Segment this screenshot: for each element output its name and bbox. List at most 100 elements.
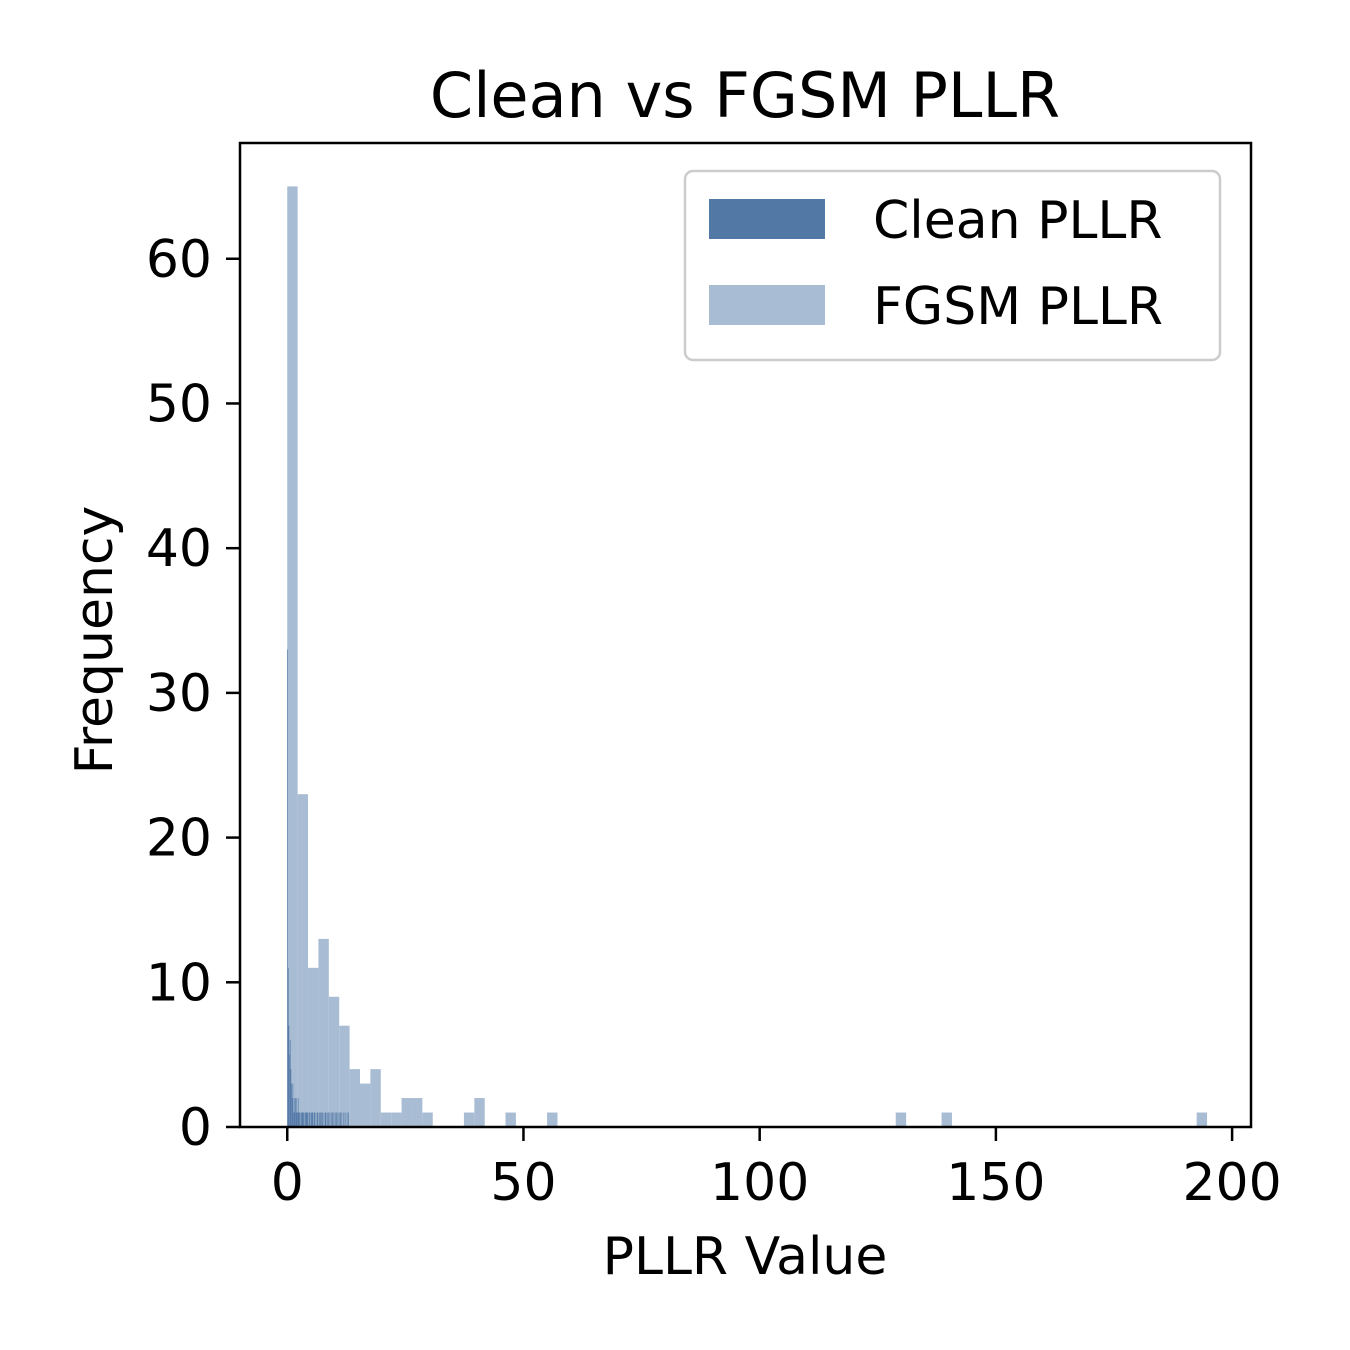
histogram-bar (339, 1025, 350, 1127)
histogram-bar (343, 1112, 345, 1127)
histogram-bar (346, 1112, 348, 1127)
histogram-bar (895, 1112, 907, 1127)
histogram-bar (307, 1112, 308, 1127)
series-fgsm (287, 186, 1208, 1127)
histogram-bar (293, 1112, 294, 1127)
legend-swatch-fgsm (709, 285, 825, 325)
histogram-bar (322, 1112, 323, 1127)
x-tick-label: 100 (710, 1153, 809, 1213)
histogram-bar (330, 1112, 332, 1127)
histogram-bar (287, 649, 288, 1127)
histogram-bar (318, 1112, 320, 1127)
histogram-bar (360, 1083, 371, 1127)
histogram-bar (303, 1112, 305, 1127)
histogram-bar (297, 1098, 299, 1127)
histogram-bar (320, 1112, 322, 1127)
histogram-bar (317, 1112, 319, 1127)
histogram-bar (291, 1083, 292, 1127)
histogram-bar (305, 1112, 306, 1127)
histogram-bar (292, 1083, 294, 1127)
plot-frame (238, 141, 1253, 1129)
histogram-bar (337, 1112, 339, 1127)
histogram-bar (312, 1112, 314, 1127)
chart-title: Clean vs FGSM PLLR (430, 59, 1060, 132)
histogram-bar (309, 1112, 311, 1127)
histogram-bar (941, 1112, 952, 1127)
histogram-bar (293, 1098, 295, 1127)
histogram-bar (306, 1112, 308, 1127)
x-tick-label: 150 (946, 1153, 1045, 1213)
y-tick-label: 60 (146, 230, 212, 290)
histogram-bar (295, 1098, 297, 1127)
histogram-bar (307, 1112, 309, 1127)
histogram-bar (301, 1112, 303, 1127)
histogram-bar (370, 1069, 381, 1127)
histogram-bar (318, 938, 329, 1127)
histogram-bar (289, 1054, 290, 1127)
histogram-bar (297, 1112, 298, 1127)
histogram-bar (401, 1098, 412, 1127)
histogram-bar (311, 1112, 313, 1127)
histogram-bar (290, 1069, 292, 1127)
histogram-bar (1196, 1112, 1208, 1127)
histogram-bar (328, 996, 340, 1127)
histogram-bar (338, 1112, 340, 1127)
bars-layer (287, 186, 1208, 1127)
histogram-bar (334, 1112, 336, 1127)
histogram-bar (349, 1069, 360, 1127)
x-axis-label: PLLR Value (603, 1227, 888, 1287)
histogram-bar (336, 1112, 337, 1127)
histogram-bar (422, 1112, 433, 1127)
histogram-bar (333, 1112, 335, 1127)
histogram-bar (320, 1112, 321, 1127)
y-axis-label: Frequency (65, 506, 125, 775)
histogram-bar (294, 1112, 296, 1127)
legend: Clean PLLR FGSM PLLR (683, 169, 1222, 362)
y-tick-label: 50 (146, 374, 212, 434)
histogram-bar (505, 1112, 516, 1127)
histogram-bar (287, 967, 289, 1127)
y-tick-label: 40 (146, 519, 212, 579)
histogram-bar (295, 1098, 296, 1127)
histogram-bar (328, 1112, 329, 1127)
y-axis: 0 10 20 30 40 50 60 (146, 230, 240, 1158)
histogram-bar (348, 1112, 349, 1127)
y-tick-label: 0 (179, 1098, 212, 1158)
histogram-bar (326, 1112, 328, 1127)
histogram-bar (289, 1040, 291, 1127)
legend-label-clean: Clean PLLR (873, 191, 1163, 251)
histogram-bar (287, 186, 298, 1127)
histogram-bar (313, 1112, 315, 1127)
histogram-bar (323, 1112, 325, 1127)
histogram-bar (332, 1112, 333, 1127)
x-tick-label: 200 (1182, 1153, 1281, 1213)
histogram-bar (297, 794, 309, 1127)
legend-swatch-clean (709, 199, 825, 239)
histogram-bar (344, 1112, 346, 1127)
histogram-bar (391, 1112, 402, 1127)
histogram-bar (324, 1112, 326, 1127)
histogram-bar (341, 1112, 343, 1127)
x-tick-label: 50 (490, 1153, 556, 1213)
histogram-bar (380, 1112, 392, 1127)
histogram-bar (317, 1112, 318, 1127)
histogram-bar (340, 1112, 341, 1127)
histogram-bar (311, 1112, 312, 1127)
histogram-bar (291, 1098, 293, 1127)
histogram-bar (315, 1112, 317, 1127)
histogram-bar (463, 1112, 475, 1127)
histogram-bar (303, 1112, 304, 1127)
histogram-bar (329, 1112, 331, 1127)
histogram-bar (288, 1025, 290, 1127)
histogram-bar (299, 1112, 300, 1127)
histogram-bar (299, 1112, 301, 1127)
series-clean (287, 649, 349, 1127)
x-axis: 0 50 100 150 200 (271, 1127, 1282, 1213)
x-tick-label: 0 (271, 1153, 304, 1213)
histogram-bar (325, 1112, 327, 1127)
histogram-bar (305, 1112, 307, 1127)
histogram-bar (301, 1112, 302, 1127)
histogram-bar (474, 1098, 485, 1127)
histogram-bar (298, 1112, 300, 1127)
